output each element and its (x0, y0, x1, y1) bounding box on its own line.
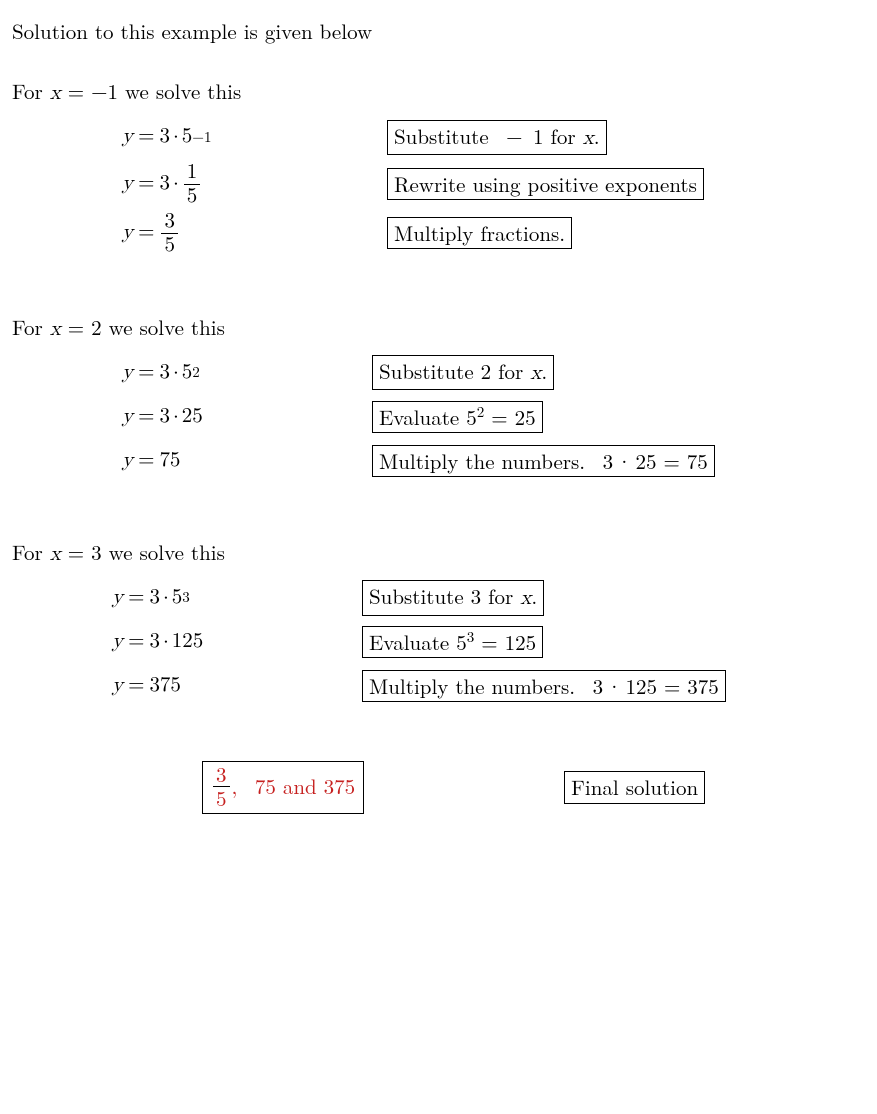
equation-math: y=3·25 (122, 404, 277, 430)
case-intro: For x = 2 we solve this (12, 314, 865, 343)
equation-block: y=3·5−1 Substitute − 1 for x. y=3·15 Rewrit… (12, 118, 865, 256)
intro-text: Solution to this example is given below (12, 18, 865, 44)
equation-row: y=3·15 Rewrite using positive exponents (12, 162, 865, 207)
equation-row: y=35 Multiply fractions. (12, 211, 865, 256)
equation-row: y=3·53 Substitute 3 for x. (12, 578, 865, 618)
equation-row: y=3·5−1 Substitute − 1 for x. (12, 118, 865, 158)
equation-note-box: Evaluate 52 = 25 (372, 401, 543, 433)
equation-row: y=3·25 Evaluate 52 = 25 (12, 397, 865, 437)
case-intro: For x = −1 we solve this (12, 78, 865, 107)
equation-block: y=3·53 Substitute 3 for x. y=3·125 Evaluate… (12, 578, 865, 706)
equation-row: y=75 Multiply the numbers. 3·25 = 75 (12, 441, 865, 481)
equation-note-box: Substitute − 1 for x. (387, 120, 607, 155)
equation-math: y=75 (122, 448, 277, 474)
equation-math: y=3·53 (112, 585, 267, 611)
equation-row: y=3·125 Evaluate 53 = 125 (12, 622, 865, 662)
equation-note-box: Evaluate 53 = 125 (362, 626, 543, 658)
cases-container: For x = −1 we solve this y=3·5−1 Substitut… (12, 50, 865, 706)
equation-note-box: Substitute 2 for x. (372, 355, 554, 390)
case-spacer (12, 266, 865, 314)
final-answer-box: 35, 75 and 375 (202, 761, 364, 814)
equation-math: y=3·52 (122, 360, 277, 386)
equation-math: y=3·15 (122, 162, 277, 207)
equation-block: y=3·52 Substitute 2 for x. y=3·25 Evaluate … (12, 353, 865, 481)
equation-note-box: Rewrite using positive exponents (387, 168, 704, 200)
equation-row: y=375 Multiply the numbers. 3·125 = 375 (12, 666, 865, 706)
equation-math: y=375 (112, 673, 267, 699)
equation-math: y=3·125 (112, 629, 267, 655)
equation-note-box: Substitute 3 for x. (362, 580, 544, 615)
case-spacer (12, 491, 865, 539)
case-intro: For x = 3 we solve this (12, 539, 865, 568)
equation-note-box: Multiply fractions. (387, 217, 572, 249)
final-row: 35, 75 and 375 Final solution (12, 761, 865, 814)
equation-note-box: Multiply the numbers. 3·125 = 375 (362, 670, 726, 702)
final-label-box: Final solution (564, 771, 705, 803)
equation-note-box: Multiply the numbers. 3·25 = 75 (372, 445, 715, 477)
equation-row: y=3·52 Substitute 2 for x. (12, 353, 865, 393)
equation-math: y=3·5−1 (122, 124, 277, 150)
equation-math: y=35 (122, 211, 277, 256)
